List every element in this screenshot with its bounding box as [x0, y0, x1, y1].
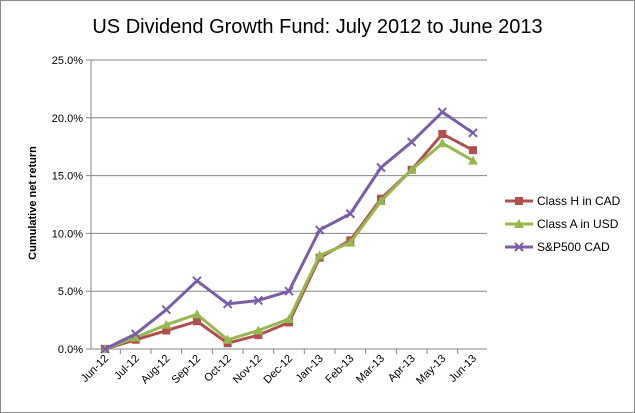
- legend-label: S&P500 CAD: [537, 240, 610, 254]
- y-axis-label: Cumulative net return: [27, 146, 39, 260]
- data-point: [161, 319, 172, 329]
- legend-marker: [514, 219, 524, 228]
- x-tick-label: Jun-13: [447, 353, 479, 385]
- data-point: [345, 237, 356, 247]
- grid-layer: [91, 59, 487, 350]
- data-point: [437, 107, 448, 117]
- data-point: [469, 146, 477, 155]
- data-point: [438, 129, 447, 138]
- data-point: [314, 250, 325, 260]
- series-line: [104, 110, 474, 351]
- legend-item: S&P500 CAD: [505, 240, 610, 254]
- x-tick-label: Jul-12: [112, 353, 142, 383]
- y-tick-label: 10.0%: [52, 228, 83, 240]
- data-point: [314, 225, 325, 235]
- series-layer: [100, 107, 478, 354]
- y-tick-label: 20.0%: [52, 113, 83, 125]
- data-point: [222, 299, 233, 309]
- legend: Class H in CAD Class A in USD S&P500 CAD: [505, 194, 621, 254]
- series-3: [100, 107, 478, 354]
- y-tick-label: 0.0%: [58, 344, 83, 356]
- data-point: [192, 309, 202, 319]
- y-tick-label: 5.0%: [58, 286, 83, 298]
- legend-marker: [515, 197, 523, 205]
- data-point: [284, 286, 294, 296]
- data-point: [193, 317, 201, 326]
- x-tick-label: Nov-12: [231, 353, 265, 387]
- data-point: [406, 137, 417, 147]
- x-tick-label: Dec-12: [262, 353, 296, 387]
- chart-title: US Dividend Growth Fund: July 2012 to Ju…: [92, 16, 543, 38]
- x-tick-label: Jun-12: [79, 353, 111, 385]
- series-2: [100, 138, 478, 353]
- data-point: [468, 155, 478, 165]
- x-tick-label: Oct-12: [202, 353, 234, 385]
- x-tick-label: Aug-12: [139, 353, 173, 387]
- data-point: [222, 334, 233, 344]
- x-tick-label: Feb-13: [323, 353, 356, 386]
- data-point: [437, 138, 448, 148]
- data-point: [468, 128, 478, 138]
- data-point: [345, 209, 356, 219]
- data-point: [130, 329, 141, 339]
- data-point: [162, 326, 171, 335]
- data-point: [192, 276, 202, 286]
- x-tick-label: Mar-13: [354, 353, 387, 386]
- legend-item: Class A in USD: [505, 217, 619, 231]
- x-tick-label: Sep-12: [170, 353, 204, 387]
- data-point: [254, 331, 263, 340]
- x-tick-label: May-13: [414, 353, 448, 387]
- x-tick-label: Jan-13: [294, 353, 326, 385]
- data-point: [130, 332, 141, 342]
- data-point: [253, 325, 264, 335]
- data-point: [406, 164, 417, 174]
- axis-layer: 0.0% 5.0% 10.0% 15.0% 20.0% 25.0% Jun-12 Jul-12…: [52, 55, 487, 387]
- data-point: [284, 313, 294, 323]
- data-point: [100, 344, 110, 354]
- legend-label: Class A in USD: [537, 217, 619, 231]
- legend-item: Class H in CAD: [505, 194, 621, 208]
- y-tick-label: 25.0%: [52, 55, 83, 67]
- legend-marker: [514, 242, 524, 252]
- legend-label: Class H in CAD: [537, 194, 621, 208]
- data-point: [161, 304, 172, 315]
- x-tick-label: Apr-13: [386, 353, 418, 385]
- data-point: [376, 162, 386, 173]
- data-point: [253, 295, 264, 306]
- data-point: [376, 196, 386, 206]
- y-tick-label: 15.0%: [52, 171, 83, 183]
